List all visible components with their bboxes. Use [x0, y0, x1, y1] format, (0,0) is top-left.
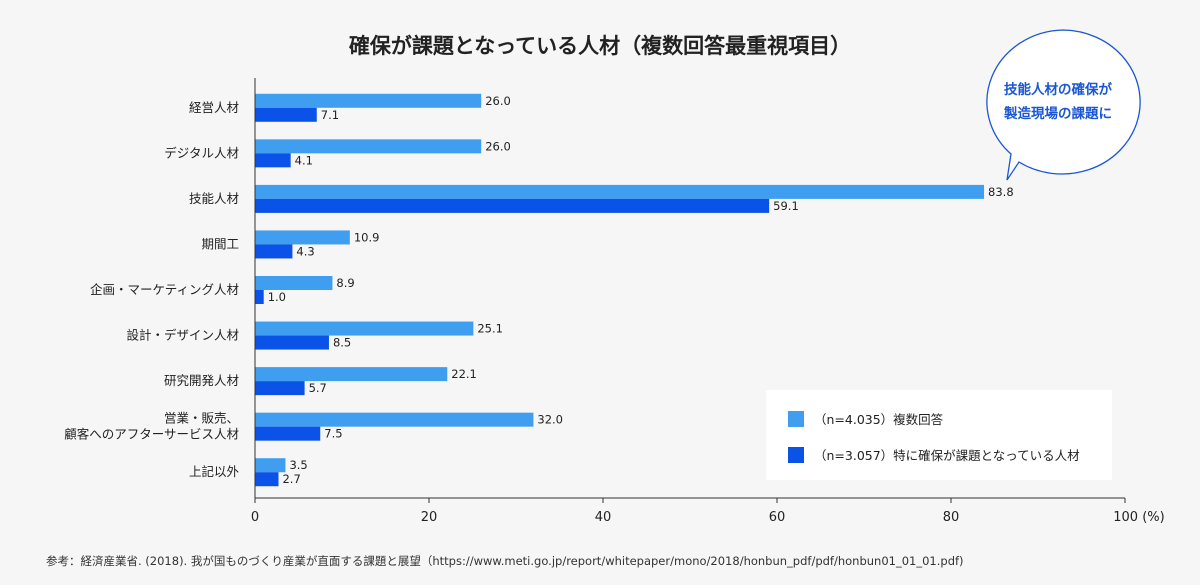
callout-bubble — [986, 29, 1141, 181]
legend-label-multiple: （n=4.035）複数回答 — [814, 412, 944, 427]
data-label: 26.0 — [485, 139, 511, 153]
x-tick-label: 20 — [421, 510, 438, 525]
data-label: 4.1 — [295, 153, 313, 167]
bar — [255, 367, 448, 382]
data-label: 32.0 — [537, 413, 563, 427]
data-label: 2.7 — [282, 472, 300, 486]
bar — [255, 244, 293, 259]
category-label: 企画・マーケティング人材 — [90, 282, 239, 297]
category-label: 研究開発人材 — [164, 373, 239, 388]
category-label: 顧客へのアフターサービス人材 — [64, 427, 239, 442]
category-label: 設計・デザイン人材 — [126, 328, 239, 343]
category-label: デジタル人材 — [164, 145, 239, 160]
bar — [255, 107, 317, 122]
legend-swatch-multiple — [788, 410, 804, 427]
data-label: 4.3 — [296, 244, 314, 258]
data-label: 1.0 — [268, 290, 286, 304]
data-label: 7.1 — [321, 108, 339, 122]
legend-label-priority: （n=3.057）特に確保が課題となっている人材 — [814, 448, 1080, 463]
source-citation: 参考：経済産業省. (2018). 我が国ものづくり産業が直面する課題と展望（h… — [46, 554, 964, 568]
callout-line-1: 技能人材の確保が — [1004, 82, 1112, 98]
bar — [255, 472, 279, 487]
bar — [255, 230, 350, 245]
data-label: 7.5 — [324, 427, 342, 441]
data-label: 83.8 — [988, 185, 1014, 199]
x-tick-label: 80 — [943, 510, 960, 525]
callout-text: 技能人材の確保が 製造現場の課題に — [983, 78, 1133, 126]
legend-swatch-priority — [788, 446, 804, 463]
data-label: 25.1 — [477, 322, 503, 336]
data-label: 59.1 — [773, 199, 799, 213]
bar — [255, 276, 333, 290]
legend-item-priority: （n=3.057）特に確保が課題となっている人材 — [788, 445, 1080, 464]
x-tick-label: 60 — [769, 510, 786, 525]
data-label: 8.5 — [333, 336, 351, 350]
chart-title: 確保が課題となっている人材（複数回答最重視項目） — [348, 34, 852, 58]
category-label: 営業・販売、 — [164, 411, 239, 426]
bar — [255, 93, 482, 108]
legend: （n=4.035）複数回答 （n=3.057）特に確保が課題となっている人材 — [766, 390, 1112, 480]
category-label: 期間工 — [201, 236, 239, 251]
bar — [255, 153, 291, 168]
bar — [255, 139, 482, 154]
bar — [255, 412, 534, 427]
x-tick-label: 0 — [251, 510, 259, 525]
category-label: 技能人材 — [189, 191, 239, 206]
category-label: 経営人材 — [189, 100, 239, 115]
data-label: 5.7 — [309, 381, 327, 395]
bar — [255, 321, 474, 336]
legend-item-multiple-answers: （n=4.035）複数回答 — [788, 409, 943, 428]
x-tick-label: 100 (%) — [1113, 510, 1164, 525]
data-label: 10.9 — [354, 230, 380, 244]
bar — [255, 290, 264, 304]
data-label: 8.9 — [336, 276, 354, 290]
bar — [255, 335, 329, 350]
bar — [255, 458, 286, 473]
data-label: 3.5 — [289, 458, 307, 472]
bar — [255, 184, 985, 199]
bar — [255, 426, 321, 441]
bar — [255, 198, 770, 213]
category-label: 上記以外 — [189, 464, 240, 479]
callout-line-2: 製造現場の課題に — [1004, 106, 1112, 122]
x-tick-label: 40 — [595, 510, 612, 525]
data-label: 26.0 — [485, 94, 511, 108]
data-label: 22.1 — [451, 367, 477, 381]
bar — [255, 381, 305, 396]
